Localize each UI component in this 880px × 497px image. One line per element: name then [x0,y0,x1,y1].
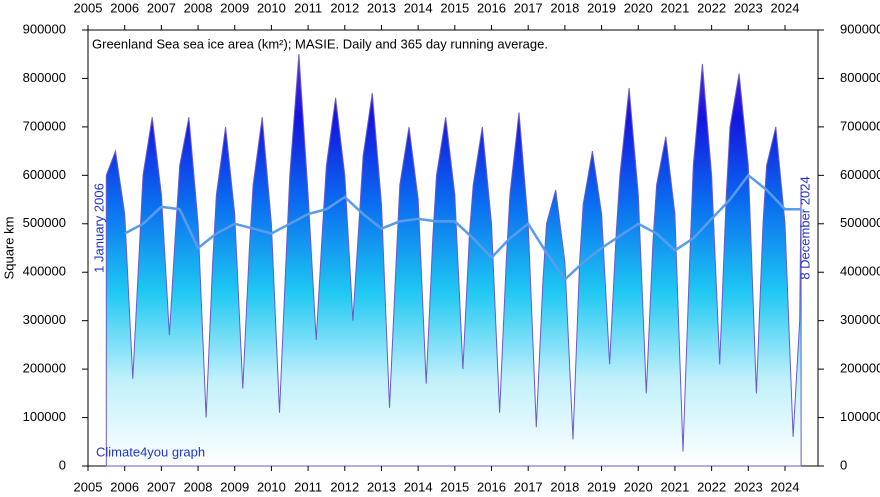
x-top-tick-label: 2011 [294,0,322,15]
y2-tick-label: 500000 [840,215,880,230]
y2-tick-label: 200000 [840,361,880,376]
x-top-tick-label: 2015 [440,0,469,15]
chart-title: Greenland Sea sea ice area (km²); MASIE.… [92,36,548,51]
y2-tick-label: 900000 [840,21,880,36]
annotation: 1 January 2006 [91,183,106,273]
x-top-tick-label: 2006 [110,0,139,15]
x-tick-label: 2006 [110,479,139,494]
x-tick-label: 2005 [74,479,103,494]
x-tick-label: 2021 [660,479,689,494]
y2-tick-label: 700000 [840,118,880,133]
x-top-tick-label: 2024 [771,0,800,15]
x-top-tick-label: 2016 [477,0,506,15]
x-tick-label: 2008 [184,479,213,494]
x-tick-label: 2014 [404,479,433,494]
x-tick-label: 2024 [771,479,800,494]
y-tick-label: 800000 [23,70,66,85]
y-tick-label: 100000 [23,409,66,424]
x-top-tick-label: 2012 [330,0,359,15]
x-tick-label: 2020 [624,479,653,494]
x-top-tick-label: 2014 [404,0,433,15]
running-average-line [124,173,802,282]
y-tick-label: 0 [59,457,66,472]
x-top-tick-label: 2010 [257,0,286,15]
x-tick-label: 2017 [514,479,543,494]
x-tick-label: 2010 [257,479,286,494]
x-top-tick-label: 2017 [514,0,543,15]
y-tick-label: 700000 [23,118,66,133]
x-tick-label: 2018 [550,479,579,494]
annotation: Climate4you graph [96,444,205,459]
x-tick-label: 2009 [220,479,249,494]
x-top-tick-label: 2018 [550,0,579,15]
x-top-tick-label: 2019 [587,0,616,15]
y2-tick-label: 0 [840,457,847,472]
x-top-tick-label: 2009 [220,0,249,15]
x-top-tick-label: 2022 [697,0,726,15]
x-tick-label: 2019 [587,479,616,494]
x-tick-label: 2022 [697,479,726,494]
y2-tick-label: 300000 [840,312,880,327]
x-top-tick-label: 2008 [184,0,213,15]
x-top-tick-label: 2020 [624,0,653,15]
x-tick-label: 2023 [734,479,763,494]
x-tick-label: 2016 [477,479,506,494]
x-top-tick-label: 2013 [367,0,396,15]
x-tick-label: 2007 [147,479,176,494]
x-tick-label: 2015 [440,479,469,494]
y-axis-label: Square km [1,217,16,280]
y2-tick-label: 100000 [840,409,880,424]
x-top-tick-label: 2023 [734,0,763,15]
y2-tick-label: 600000 [840,167,880,182]
x-top-tick-label: 2007 [147,0,176,15]
y2-tick-label: 800000 [840,70,880,85]
x-top-tick-label: 2005 [74,0,103,15]
x-tick-label: 2012 [330,479,359,494]
annotation: 8 December 2024 [797,176,812,279]
y2-tick-label: 400000 [840,264,880,279]
y-tick-label: 900000 [23,21,66,36]
x-tick-label: 2013 [367,479,396,494]
y-tick-label: 200000 [23,361,66,376]
y-tick-label: 400000 [23,264,66,279]
x-top-tick-label: 2021 [660,0,689,15]
y-tick-label: 500000 [23,215,66,230]
y-tick-label: 300000 [23,312,66,327]
x-tick-label: 2011 [294,479,322,494]
y-tick-label: 600000 [23,167,66,182]
